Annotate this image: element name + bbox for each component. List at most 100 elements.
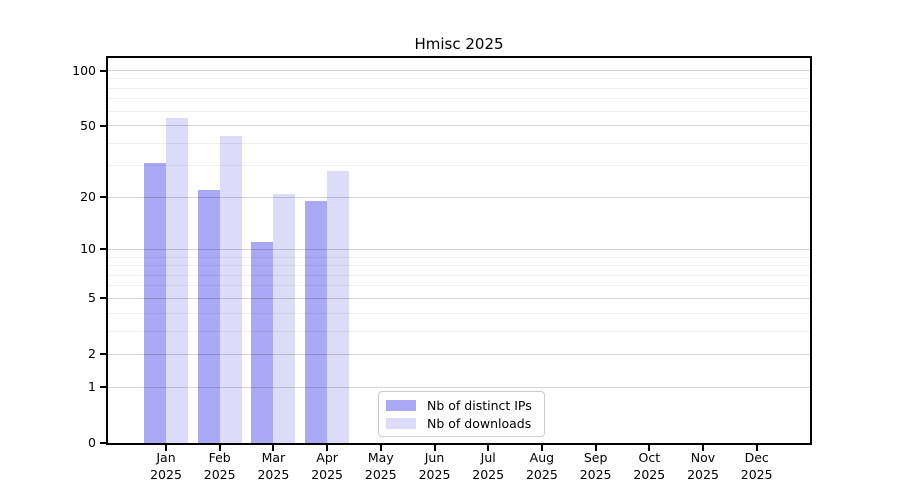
x-tick-month: Mar [261,450,286,465]
x-axis-tick-jul [487,445,490,451]
y-axis-tick-5 [100,297,106,300]
x-tick-year: 2025 [311,466,343,482]
x-axis-tick-may [379,445,382,451]
legend-label-downloads: Nb of downloads [427,415,532,431]
x-tick-label-jul: Jul 2025 [461,450,515,483]
legend-label-distinct-ips: Nb of distinct IPs [427,397,532,413]
x-tick-month: Oct [638,450,661,465]
y-axis-tick-20 [100,196,106,199]
y-axis-tick-1 [100,386,106,389]
gridline-minor-80 [108,87,810,89]
x-tick-year: 2025 [687,466,719,482]
bar-distinct-ips-apr [305,201,328,443]
legend-item-distinct-ips: Nb of distinct IPs [386,398,544,413]
x-tick-label-feb: Feb 2025 [193,450,247,483]
x-tick-month: Feb [208,450,231,465]
x-axis-tick-apr [326,445,329,451]
bar-distinct-ips-jan [144,163,166,443]
gridline-major-5 [108,297,810,299]
x-tick-year: 2025 [257,466,290,482]
gridline-major-50 [108,125,810,127]
bar-downloads-apr [327,171,350,443]
x-tick-label-nov: Nov 2025 [676,450,730,483]
y-tick-label-0: 0 [88,435,96,450]
x-tick-year: 2025 [472,466,505,482]
x-axis-tick-jan [165,445,167,451]
y-axis-tick-50 [100,124,106,127]
bar-downloads-feb [219,135,242,443]
gridline-minor-8 [108,265,810,267]
x-tick-label-aug: Aug 2025 [515,450,569,483]
gridline-minor-7 [108,274,810,276]
x-tick-label-sep: Sep 2025 [569,450,623,483]
gridline-major-2 [108,353,810,355]
x-tick-label-jun: Jun 2025 [408,450,462,483]
y-tick-label-50: 50 [80,117,96,133]
y-axis-tick-10 [100,248,106,251]
x-axis-tick-oct [648,445,651,451]
gridline-major-100 [108,70,810,72]
gridline-minor-70 [108,98,810,100]
bar-downloads-mar [273,193,296,443]
y-tick-label-1: 1 [88,379,96,395]
x-tick-month: Jan [156,450,176,465]
x-axis-tick-feb [218,445,221,451]
x-tick-month: Dec [744,450,769,465]
x-tick-label-may: May 2025 [354,450,408,483]
x-tick-year: 2025 [740,466,773,482]
y-tick-label-100: 100 [72,62,96,78]
x-tick-year: 2025 [579,466,612,482]
y-tick-label-10: 10 [80,241,96,257]
x-tick-month: Aug [529,450,555,465]
legend: Nb of distinct IPs Nb of downloads [378,391,545,437]
x-tick-label-mar: Mar 2025 [246,450,300,483]
gridline-minor-90 [108,78,810,80]
legend-item-downloads: Nb of downloads [386,416,544,431]
gridline-minor-9 [108,256,810,258]
y-tick-label-2: 2 [88,346,96,362]
chart-title: Hmisc 2025 [414,35,504,53]
x-tick-month: Sep [583,450,608,465]
legend-swatch-downloads [386,417,416,429]
gridline-minor-60 [108,110,810,112]
x-axis-tick-mar [272,445,275,451]
x-axis-tick-dec [755,445,758,451]
y-tick-label-5: 5 [88,290,96,306]
x-tick-month: Jun [424,450,445,465]
gridline-minor-3 [108,330,810,332]
gridline-minor-30 [108,165,810,167]
x-axis-tick-nov [702,445,704,451]
x-tick-label-apr: Apr 2025 [300,450,354,483]
y-axis-tick-2 [100,353,106,356]
gridline-major-20 [108,196,810,198]
bar-distinct-ips-feb [197,189,220,443]
x-tick-year: 2025 [364,466,397,482]
x-tick-year: 2025 [203,466,236,482]
x-tick-month: Nov [690,450,716,465]
x-tick-month: Apr [316,450,338,465]
x-tick-month: Jul [480,450,496,465]
y-axis-tick-0 [100,442,106,444]
bar-distinct-ips-mar [251,242,274,443]
x-tick-year: 2025 [633,466,666,482]
x-tick-year: 2025 [150,466,182,482]
gridline-major-1 [108,386,810,388]
gridline-minor-4 [108,312,810,314]
x-tick-year: 2025 [418,466,451,482]
legend-swatch-distinct-ips [386,399,416,411]
x-axis-tick-aug [540,445,543,451]
x-axis-tick-sep [594,445,597,451]
bar-downloads-jan [166,118,188,443]
y-axis-tick-100 [100,69,106,72]
gridline-minor-6 [108,285,810,287]
x-tick-year: 2025 [525,466,558,482]
gridline-minor-40 [108,142,810,144]
x-axis-tick-jun [433,445,436,451]
gridline-major-10 [108,248,810,250]
y-tick-label-20: 20 [80,189,96,205]
x-tick-label-jan: Jan 2025 [139,450,193,483]
x-tick-label-dec: Dec 2025 [730,450,784,483]
x-tick-month: May [367,450,394,465]
x-tick-label-oct: Oct 2025 [622,450,676,483]
